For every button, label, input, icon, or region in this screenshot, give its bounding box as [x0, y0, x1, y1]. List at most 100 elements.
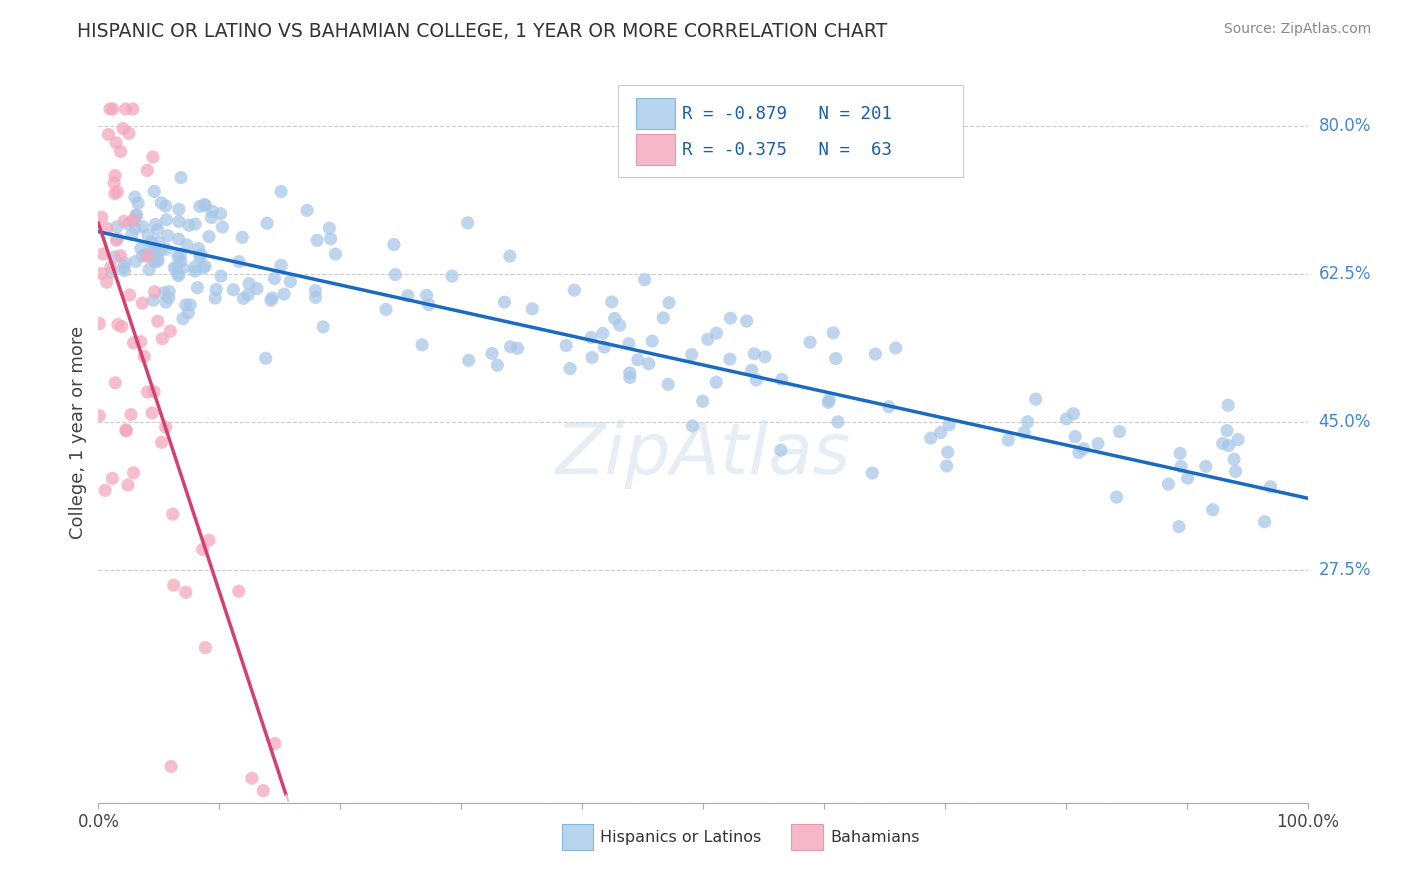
Point [609, 318, 631, 333]
Point [457, 216, 479, 230]
Text: R = -0.879   N = 201: R = -0.879 N = 201 [682, 105, 893, 123]
Point [177, 219, 200, 233]
Point [169, 249, 191, 263]
Point [112, 214, 135, 228]
Point [204, 291, 226, 305]
Point [441, 269, 464, 284]
Point [1025, 392, 1047, 406]
Point [593, 340, 616, 354]
Point [198, 229, 221, 244]
Point [142, 150, 165, 164]
Point [134, 349, 156, 363]
Point [146, 222, 169, 236]
Point [884, 341, 907, 355]
Text: 45.0%: 45.0% [1319, 413, 1371, 431]
Point [270, 258, 292, 272]
Point [1105, 490, 1128, 504]
Point [240, 771, 263, 785]
Point [194, 640, 217, 655]
Point [105, 136, 128, 150]
Point [657, 377, 679, 392]
Point [170, 254, 193, 268]
Point [681, 348, 703, 362]
Point [167, 232, 190, 246]
Point [163, 260, 186, 275]
Point [718, 352, 741, 367]
Point [163, 578, 186, 592]
Point [1064, 430, 1087, 444]
Point [112, 260, 135, 274]
Point [209, 207, 232, 221]
Point [112, 263, 135, 277]
Point [997, 433, 1019, 447]
Point [799, 335, 821, 350]
Point [411, 338, 433, 352]
Point [104, 169, 127, 183]
Point [682, 419, 704, 434]
Point [97, 128, 120, 142]
Point [1017, 415, 1039, 429]
Text: Bahamians: Bahamians [830, 830, 920, 845]
Point [823, 326, 845, 340]
Point [142, 293, 165, 308]
Point [122, 466, 145, 480]
Point [188, 250, 211, 264]
Point [600, 294, 623, 309]
Point [143, 384, 166, 399]
FancyBboxPatch shape [792, 824, 823, 850]
Point [818, 393, 841, 408]
Point [187, 241, 209, 255]
Point [603, 311, 626, 326]
Point [494, 295, 516, 310]
Point [152, 332, 174, 346]
Point [121, 227, 143, 242]
Point [720, 311, 742, 326]
Point [184, 264, 207, 278]
Point [90, 210, 112, 224]
Point [1202, 502, 1225, 516]
Point [200, 211, 222, 225]
Point [312, 319, 335, 334]
Point [418, 298, 440, 312]
Point [304, 290, 326, 304]
Point [273, 287, 295, 301]
Point [935, 458, 957, 473]
Point [131, 249, 153, 263]
Point [152, 285, 174, 300]
Point [633, 273, 655, 287]
Point [96, 221, 118, 235]
Point [1067, 445, 1090, 459]
Point [295, 203, 318, 218]
Point [143, 185, 166, 199]
Point [155, 242, 177, 256]
Text: ZipAtlas: ZipAtlas [555, 420, 851, 490]
Point [637, 357, 659, 371]
Point [145, 218, 167, 232]
Point [101, 102, 124, 116]
Point [486, 358, 509, 372]
Point [252, 783, 274, 797]
Point [1212, 436, 1234, 450]
Point [110, 249, 132, 263]
Point [920, 431, 942, 445]
Text: 27.5%: 27.5% [1319, 561, 1371, 579]
Point [129, 334, 152, 349]
Point [827, 415, 849, 429]
Point [745, 373, 768, 387]
Point [592, 326, 614, 341]
Point [105, 233, 128, 247]
Point [124, 254, 146, 268]
Point [579, 330, 602, 344]
Point [174, 298, 197, 312]
Point [617, 336, 640, 351]
Text: Source: ZipAtlas.com: Source: ZipAtlas.com [1223, 22, 1371, 37]
Point [132, 219, 155, 234]
Point [555, 338, 578, 352]
Point [104, 376, 127, 390]
Point [205, 282, 228, 296]
Point [457, 353, 479, 368]
Point [304, 284, 326, 298]
Point [170, 170, 193, 185]
Point [150, 435, 173, 450]
Point [1108, 425, 1130, 439]
